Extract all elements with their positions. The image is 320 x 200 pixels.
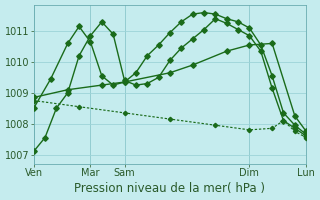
X-axis label: Pression niveau de la mer( hPa ): Pression niveau de la mer( hPa ) [75,182,265,195]
